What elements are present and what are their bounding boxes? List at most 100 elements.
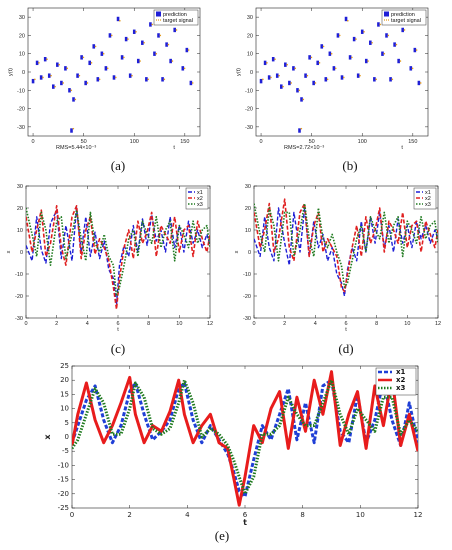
data-point-prediction (149, 22, 152, 27)
data-point-prediction (393, 42, 396, 47)
data-point-target-signal (262, 78, 264, 81)
x-axis-label: t (117, 327, 119, 333)
x-tick-label: 100 (130, 139, 139, 145)
data-point-target-signal (135, 30, 137, 33)
data-point-prediction (104, 66, 108, 71)
x-tick-label: 100 (358, 139, 367, 145)
data-point-prediction (120, 55, 124, 60)
legend-label: x1 (197, 190, 203, 196)
y-tick-label: 10 (19, 52, 25, 58)
series-line-x2 (72, 370, 418, 507)
data-point-target-signal (266, 62, 268, 64)
data-point-prediction (364, 58, 368, 64)
data-point-prediction (397, 58, 400, 64)
plot-frame (253, 185, 439, 319)
x-tick-label: 2 (283, 321, 286, 327)
data-point-prediction (413, 47, 417, 53)
data-point-target-signal (155, 52, 158, 55)
data-point-target-signal (326, 78, 329, 81)
panel-d: 0 2 4 6 8 10 12 30 20 10 0 -10 -20 -30 t x x1 x2 x3 (d) (226, 180, 452, 360)
y-tick-label: -20 (245, 107, 253, 113)
x-tick-label: 8 (375, 321, 378, 327)
series-x2 (26, 204, 210, 310)
x-tick-label: 0 (24, 321, 27, 327)
x-tick-label: 10 (356, 511, 365, 519)
data-point-prediction (161, 77, 164, 82)
data-point-prediction (292, 66, 295, 71)
y-tick-label: 20 (60, 376, 69, 384)
data-point-target-signal (359, 74, 361, 77)
x-tick-label: 0 (260, 139, 263, 145)
data-point-prediction (124, 36, 128, 42)
data-point-prediction (369, 40, 372, 45)
y-tick-label: 30 (17, 184, 23, 190)
y-tick-label: -10 (245, 88, 253, 94)
data-point-prediction (344, 16, 348, 22)
data-point-prediction (284, 62, 287, 67)
data-point-prediction (128, 73, 132, 78)
x-tick-label: 4 (314, 321, 317, 327)
data-point-prediction (312, 80, 315, 86)
y-tick-label: -20 (58, 490, 69, 498)
data-point-target-signal (163, 78, 166, 81)
plot-frame (27, 7, 201, 137)
data-point-target-signal (415, 49, 418, 51)
data-point-target-signal (58, 63, 60, 66)
data-point-target-signal (367, 60, 369, 62)
y-tick-label: -25 (58, 504, 69, 512)
data-point-prediction (360, 29, 364, 34)
y-tick-label: -20 (17, 107, 25, 113)
data-point-target-signal (110, 34, 113, 37)
y-tick-label: 0 (22, 70, 25, 76)
data-point-target-signal (286, 63, 288, 66)
data-point-target-signal (338, 34, 341, 37)
data-point-prediction (185, 47, 189, 53)
data-point-prediction (64, 66, 67, 71)
series-line-x3 (254, 202, 438, 288)
data-point-target-signal (54, 85, 56, 88)
panel-b: 0 50 100 150 30 20 10 0 -10 -20 -30 t y(t) RMS=2.72×1… (226, 0, 452, 180)
data-point-target-signal (106, 67, 109, 70)
y-tick-label: 0 (248, 250, 251, 256)
caption-b: (b) (342, 158, 358, 173)
data-point-target-signal (379, 23, 382, 26)
x-tick-label: 6 (344, 321, 347, 327)
y-tick-label: -30 (15, 316, 23, 322)
x-axis-label: t (243, 518, 247, 527)
data-point-target-signal (322, 45, 325, 48)
data-point-target-signal (403, 29, 406, 31)
y-tick-label: 20 (247, 33, 253, 39)
data-point-target-signal (143, 41, 145, 44)
panel-a: 0 50 100 150 30 20 10 0 -10 -20 -30 t y(t) RMS=5.44×1… (0, 0, 226, 180)
data-point-target-signal (298, 89, 301, 92)
data-point-target-signal (62, 82, 64, 84)
data-point-prediction (141, 40, 144, 45)
y-tick-label: 0 (20, 250, 23, 256)
data-point-prediction (271, 57, 275, 62)
data-point-target-signal (399, 60, 402, 62)
panel-c: 0 2 4 6 8 10 12 30 20 10 0 -10 -20 -30 t x x1 x2 x3 (c) (0, 180, 226, 360)
legend-swatch (156, 11, 161, 17)
data-point-prediction (153, 51, 156, 56)
data-point-prediction (296, 88, 299, 93)
data-point-target-signal (306, 74, 309, 77)
series-line-x1 (26, 207, 210, 306)
y-tick-label: 25 (60, 362, 69, 370)
panel-e: 0 2 4 6 8 10 12 25 20 15 10 5 0 -5 -10 -15 -20 -25 t x x1 x2 x… (0, 360, 452, 550)
data-point-target-signal (131, 74, 133, 77)
data-point-prediction (263, 60, 267, 66)
x-tick-label: 12 (414, 511, 423, 519)
y-tick-label: -30 (245, 125, 253, 131)
data-point-prediction (165, 42, 168, 47)
x-tick-label: 4 (86, 321, 89, 327)
x-axis-label: t (173, 145, 175, 151)
legend-label: x3 (396, 384, 406, 392)
caption-c: (c) (110, 341, 126, 356)
data-point-target-signal (46, 58, 48, 60)
y-tick-label: 30 (19, 15, 25, 21)
data-point-target-signal (74, 98, 77, 101)
data-point-prediction (145, 77, 148, 82)
data-point-target-signal (123, 56, 125, 59)
y-tick-label: 10 (17, 228, 23, 234)
legend-label: x1 (425, 190, 431, 196)
